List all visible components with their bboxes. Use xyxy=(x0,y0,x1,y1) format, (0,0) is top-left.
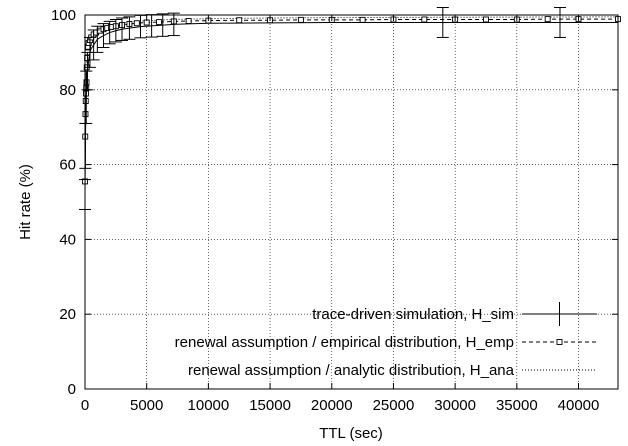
y-axis-label: Hit rate (%) xyxy=(17,164,34,240)
x-tick-label: 10000 xyxy=(188,397,230,414)
data-point-square xyxy=(236,17,243,24)
x-tick-label: 35000 xyxy=(496,397,538,414)
series-layer xyxy=(79,7,621,210)
legend-label: trace-driven simulation, H_sim xyxy=(312,306,514,323)
y-tick-label: 100 xyxy=(51,7,76,24)
data-point-square xyxy=(421,16,428,23)
data-point-square xyxy=(297,16,304,23)
x-tick-label: 15000 xyxy=(249,397,291,414)
x-axis-label: TTL (sec) xyxy=(319,425,383,442)
x-tick-label: 40000 xyxy=(558,397,600,414)
data-point-square xyxy=(133,20,140,27)
data-point-square xyxy=(185,18,192,24)
series-line-2 xyxy=(84,18,618,182)
legend-marker-square xyxy=(556,339,563,345)
x-tick-label: 0 xyxy=(81,397,89,414)
legend-label: renewal assumption / empirical distribut… xyxy=(175,334,514,351)
axis-ticks: 0 20 40 60 80 100 0 5000 10000 15000 20000 25000 300… xyxy=(51,7,618,414)
x-tick-label: 25000 xyxy=(373,397,415,414)
y-tick-label: 40 xyxy=(59,231,76,248)
legend-label: renewal assumption / analytic distributi… xyxy=(188,362,515,379)
y-tick-label: 60 xyxy=(59,157,76,174)
data-point-square xyxy=(107,24,114,30)
y-tick-label: 20 xyxy=(59,306,76,323)
data-point-square xyxy=(156,19,162,26)
series-line-3 xyxy=(84,16,619,165)
grid xyxy=(85,15,618,389)
y-tick-label: 80 xyxy=(59,82,76,99)
x-tick-label: 30000 xyxy=(434,397,476,414)
data-point-square xyxy=(359,16,366,23)
y-tick-label: 0 xyxy=(68,381,76,398)
x-tick-label: 20000 xyxy=(311,397,353,414)
data-point-square xyxy=(544,16,551,23)
series-line-1 xyxy=(84,21,618,195)
x-tick-label: 5000 xyxy=(130,397,163,414)
data-point-square xyxy=(483,16,489,23)
plot-frame xyxy=(84,14,619,390)
